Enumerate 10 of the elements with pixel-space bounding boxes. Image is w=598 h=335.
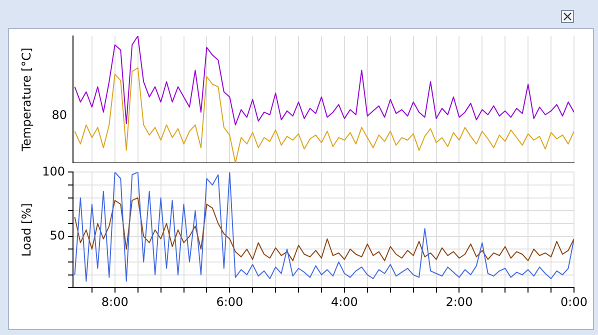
y-axis-title: Load [%] [19, 203, 34, 257]
x-tick-label: 4:00 [330, 294, 358, 309]
text: 80 [52, 108, 67, 122]
x-tick-label: 0:00 [560, 294, 588, 309]
y-tick-label: 50 [50, 228, 65, 242]
x-tick-label: 6:00 [216, 294, 244, 309]
y-tick-label: 100 [42, 164, 65, 178]
x-tick-label: 8:00 [101, 294, 128, 309]
x-tick-label: 2:00 [446, 294, 473, 309]
y-axis-title: Temperature [°C] [19, 48, 34, 152]
